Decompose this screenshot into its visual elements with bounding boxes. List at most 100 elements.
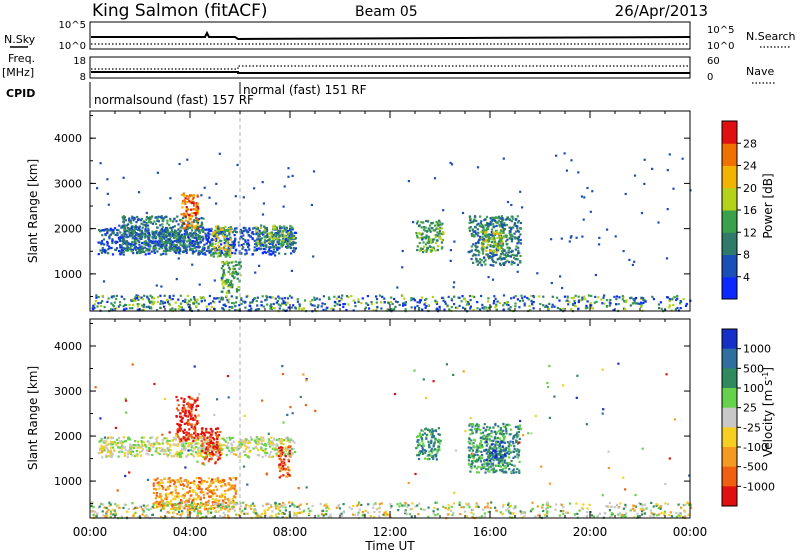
echo-cell	[123, 436, 125, 438]
echo-cell	[206, 492, 208, 494]
echo-cell	[513, 451, 515, 453]
echo-cell	[401, 295, 403, 297]
echo-cell	[506, 424, 508, 426]
echo-cell	[168, 303, 170, 305]
echo-cell	[519, 461, 521, 463]
echo-cell	[281, 447, 283, 449]
echo-cell	[496, 254, 498, 256]
velocity-plot-bg	[90, 319, 690, 518]
echo-cell	[159, 241, 161, 243]
echo-cell	[556, 297, 558, 299]
echo-cell	[496, 225, 498, 227]
echo-cell	[484, 219, 486, 221]
echo-cell	[197, 442, 199, 444]
echo-cell	[290, 252, 292, 254]
echo-cell	[257, 240, 259, 242]
echo-cell	[480, 466, 482, 468]
echo-cell	[475, 232, 477, 234]
echo-cell	[510, 297, 512, 299]
echo-cell	[515, 246, 517, 248]
echo-cell	[511, 216, 513, 218]
echo-cell	[475, 220, 477, 222]
echo-cell	[214, 239, 216, 241]
echo-cell	[235, 195, 237, 197]
echo-cell	[264, 229, 266, 231]
echo-cell	[508, 468, 510, 470]
echo-cell	[191, 212, 193, 214]
echo-cell	[286, 227, 288, 229]
echo-cell	[682, 158, 684, 160]
echo-cell	[159, 237, 161, 239]
freq-panel-frame	[90, 57, 690, 78]
echo-cell	[224, 498, 226, 500]
echo-cell	[439, 230, 441, 232]
echo-cell	[528, 305, 530, 307]
echo-cell	[280, 454, 282, 456]
echo-cell	[231, 451, 233, 453]
echo-cell	[175, 453, 177, 455]
echo-cell	[479, 216, 481, 218]
echo-cell	[225, 240, 227, 242]
echo-cell	[278, 236, 280, 238]
echo-cell	[519, 255, 521, 257]
echo-cell	[562, 308, 564, 310]
echo-cell	[479, 238, 481, 240]
echo-cell	[108, 297, 110, 299]
echo-cell	[215, 203, 217, 205]
echo-cell	[493, 238, 495, 240]
echo-cell	[229, 255, 231, 257]
echo-cell	[310, 303, 312, 305]
echo-cell	[206, 481, 208, 483]
echo-cell	[342, 303, 344, 305]
echo-cell	[254, 297, 256, 299]
echo-cell	[193, 221, 195, 223]
echo-cell	[483, 427, 485, 429]
echo-cell	[473, 455, 475, 457]
echo-cell	[96, 187, 98, 189]
echo-cell	[123, 177, 125, 179]
echo-cell	[230, 280, 232, 282]
echo-cell	[487, 223, 489, 225]
echo-cell	[471, 245, 473, 247]
echo-cell	[253, 448, 255, 450]
echo-cell	[127, 223, 129, 225]
echo-cell	[160, 254, 162, 256]
echo-cell	[229, 286, 231, 288]
echo-cell	[118, 437, 120, 439]
echo-cell	[147, 224, 149, 226]
echo-cell	[575, 295, 577, 297]
echo-cell	[138, 296, 140, 298]
echo-cell	[193, 208, 195, 210]
echo-cell	[514, 448, 516, 450]
echo-cell	[246, 252, 248, 254]
echo-cell	[156, 244, 158, 246]
echo-cell	[270, 236, 272, 238]
echo-cell	[417, 301, 419, 303]
echo-cell	[138, 228, 140, 230]
echo-cell	[209, 453, 211, 455]
echo-cell	[514, 236, 516, 238]
echo-cell	[283, 302, 285, 304]
echo-cell	[476, 454, 478, 456]
echo-cell	[119, 301, 121, 303]
echo-cell	[505, 252, 507, 254]
echo-cell	[561, 287, 563, 289]
echo-cell	[581, 195, 583, 197]
echo-cell	[115, 442, 117, 444]
echo-cell	[202, 230, 204, 232]
colorbar-swatch	[722, 121, 737, 144]
echo-cell	[123, 217, 125, 219]
echo-cell	[616, 295, 618, 297]
echo-cell	[472, 262, 474, 264]
echo-cell	[137, 219, 139, 221]
echo-cell	[136, 447, 138, 449]
echo-cell	[181, 213, 183, 215]
echo-cell	[417, 220, 419, 222]
echo-cell	[502, 435, 504, 437]
echo-cell	[334, 305, 336, 307]
echo-cell	[499, 302, 501, 304]
echo-cell	[268, 246, 270, 248]
echo-cell	[229, 439, 231, 441]
echo-cell	[217, 225, 219, 227]
